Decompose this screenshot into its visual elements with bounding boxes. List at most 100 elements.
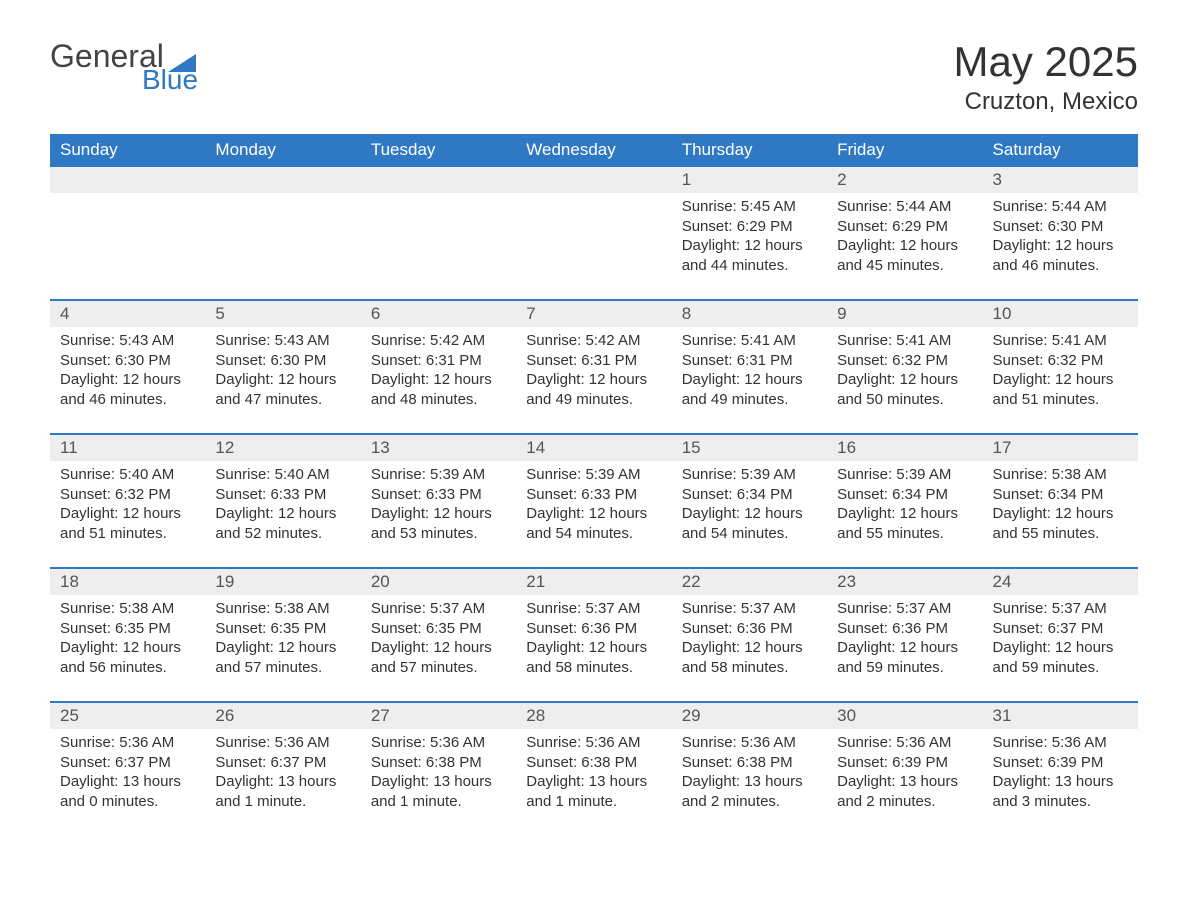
daylight-text: Daylight: 12 hours and 51 minutes.	[993, 370, 1132, 409]
calendar: Sunday Monday Tuesday Wednesday Thursday…	[50, 134, 1138, 819]
sunset-text: Sunset: 6:37 PM	[993, 619, 1132, 639]
week-row: 11Sunrise: 5:40 AMSunset: 6:32 PMDayligh…	[50, 433, 1138, 551]
sunrise-text: Sunrise: 5:40 AM	[215, 465, 354, 485]
calendar-cell: 6Sunrise: 5:42 AMSunset: 6:31 PMDaylight…	[361, 301, 516, 417]
daylight-text: Daylight: 12 hours and 59 minutes.	[993, 638, 1132, 677]
sunset-text: Sunset: 6:35 PM	[60, 619, 199, 639]
day-number: 25	[50, 703, 205, 729]
sunset-text: Sunset: 6:34 PM	[682, 485, 821, 505]
day-info: Sunrise: 5:36 AMSunset: 6:38 PMDaylight:…	[522, 733, 665, 811]
day-info: Sunrise: 5:37 AMSunset: 6:36 PMDaylight:…	[522, 599, 665, 677]
dow-saturday: Saturday	[983, 134, 1138, 167]
day-info: Sunrise: 5:37 AMSunset: 6:36 PMDaylight:…	[678, 599, 821, 677]
calendar-cell	[361, 167, 516, 283]
sunrise-text: Sunrise: 5:44 AM	[993, 197, 1132, 217]
day-number: 28	[516, 703, 671, 729]
day-number: 2	[827, 167, 982, 193]
daylight-text: Daylight: 12 hours and 54 minutes.	[526, 504, 665, 543]
sunrise-text: Sunrise: 5:41 AM	[993, 331, 1132, 351]
daylight-text: Daylight: 13 hours and 2 minutes.	[682, 772, 821, 811]
calendar-cell: 15Sunrise: 5:39 AMSunset: 6:34 PMDayligh…	[672, 435, 827, 551]
calendar-cell: 10Sunrise: 5:41 AMSunset: 6:32 PMDayligh…	[983, 301, 1138, 417]
daylight-text: Daylight: 12 hours and 58 minutes.	[526, 638, 665, 677]
sunset-text: Sunset: 6:37 PM	[215, 753, 354, 773]
calendar-cell: 7Sunrise: 5:42 AMSunset: 6:31 PMDaylight…	[516, 301, 671, 417]
day-info: Sunrise: 5:40 AMSunset: 6:32 PMDaylight:…	[56, 465, 199, 543]
daylight-text: Daylight: 13 hours and 2 minutes.	[837, 772, 976, 811]
sunset-text: Sunset: 6:35 PM	[371, 619, 510, 639]
sunset-text: Sunset: 6:37 PM	[60, 753, 199, 773]
day-info: Sunrise: 5:36 AMSunset: 6:37 PMDaylight:…	[211, 733, 354, 811]
calendar-cell: 25 Sunrise: 5:36 AMSunset: 6:37 PMDayligh…	[50, 703, 205, 819]
day-info: Sunrise: 5:38 AMSunset: 6:35 PMDaylight:…	[56, 599, 199, 677]
sunrise-text: Sunrise: 5:43 AM	[215, 331, 354, 351]
sunset-text: Sunset: 6:30 PM	[993, 217, 1132, 237]
day-info: Sunrise: 5:40 AMSunset: 6:33 PMDaylight:…	[211, 465, 354, 543]
sunrise-text: Sunrise: 5:39 AM	[837, 465, 976, 485]
calendar-cell: 11Sunrise: 5:40 AMSunset: 6:32 PMDayligh…	[50, 435, 205, 551]
day-number: 9	[827, 301, 982, 327]
daylight-text: Daylight: 12 hours and 51 minutes.	[60, 504, 199, 543]
calendar-cell: 9Sunrise: 5:41 AMSunset: 6:32 PMDaylight…	[827, 301, 982, 417]
sunrise-text: Sunrise: 5:36 AM	[215, 733, 354, 753]
daylight-text: Daylight: 12 hours and 50 minutes.	[837, 370, 976, 409]
day-info: Sunrise: 5:36 AMSunset: 6:39 PMDaylight:…	[989, 733, 1132, 811]
daylight-text: Daylight: 12 hours and 45 minutes.	[837, 236, 976, 275]
day-number: 6	[361, 301, 516, 327]
day-info: Sunrise: 5:36 AMSunset: 6:38 PMDaylight:…	[678, 733, 821, 811]
sunset-text: Sunset: 6:38 PM	[682, 753, 821, 773]
dow-monday: Monday	[205, 134, 360, 167]
day-info: Sunrise: 5:41 AMSunset: 6:31 PMDaylight:…	[678, 331, 821, 409]
daylight-text: Daylight: 13 hours and 0 minutes.	[60, 772, 199, 811]
sunset-text: Sunset: 6:39 PM	[993, 753, 1132, 773]
daylight-text: Daylight: 12 hours and 46 minutes.	[993, 236, 1132, 275]
sunset-text: Sunset: 6:29 PM	[837, 217, 976, 237]
day-info: Sunrise: 5:36 AMSunset: 6:37 PMDaylight:…	[56, 733, 199, 811]
day-number: 1	[672, 167, 827, 193]
week-row: 25Sunrise: 5:36 AMSunset: 6:37 PMDayligh…	[50, 701, 1138, 819]
dow-tuesday: Tuesday	[361, 134, 516, 167]
dow-friday: Friday	[827, 134, 982, 167]
calendar-cell	[516, 167, 671, 283]
sunrise-text: Sunrise: 5:37 AM	[993, 599, 1132, 619]
day-number: 14	[516, 435, 671, 461]
day-info: Sunrise: 5:38 AMSunset: 6:34 PMDaylight:…	[989, 465, 1132, 543]
daylight-text: Daylight: 12 hours and 54 minutes.	[682, 504, 821, 543]
day-number: 27	[361, 703, 516, 729]
calendar-cell: 21Sunrise: 5:37 AMSunset: 6:36 PMDayligh…	[516, 569, 671, 685]
dow-wednesday: Wednesday	[516, 134, 671, 167]
sunrise-text: Sunrise: 5:37 AM	[526, 599, 665, 619]
day-number: 13	[361, 435, 516, 461]
day-number: 29	[672, 703, 827, 729]
day-info: Sunrise: 5:37 AMSunset: 6:36 PMDaylight:…	[833, 599, 976, 677]
calendar-cell: 12 Sunrise: 5:40 AMSunset: 6:33 PMDayligh…	[205, 435, 360, 551]
sunset-text: Sunset: 6:39 PM	[837, 753, 976, 773]
day-number: 16	[827, 435, 982, 461]
week-row: 1Sunrise: 5:45 AMSunset: 6:29 PMDaylight…	[50, 167, 1138, 283]
day-info: Sunrise: 5:37 AMSunset: 6:37 PMDaylight:…	[989, 599, 1132, 677]
daylight-text: Daylight: 12 hours and 56 minutes.	[60, 638, 199, 677]
sunset-text: Sunset: 6:35 PM	[215, 619, 354, 639]
sunrise-text: Sunrise: 5:37 AM	[837, 599, 976, 619]
day-number: 22	[672, 569, 827, 595]
week-row: 4Sunrise: 5:43 AMSunset: 6:30 PMDaylight…	[50, 299, 1138, 417]
day-number: 3	[983, 167, 1138, 193]
calendar-cell: 26Sunrise: 5:36 AMSunset: 6:37 PMDayligh…	[205, 703, 360, 819]
day-number: 12	[205, 435, 360, 461]
day-number: 18	[50, 569, 205, 595]
daylight-text: Daylight: 12 hours and 57 minutes.	[371, 638, 510, 677]
day-info: Sunrise: 5:44 AMSunset: 6:29 PMDaylight:…	[833, 197, 976, 275]
calendar-cell: 1Sunrise: 5:45 AMSunset: 6:29 PMDaylight…	[672, 167, 827, 283]
sunrise-text: Sunrise: 5:38 AM	[993, 465, 1132, 485]
calendar-cell: 18 Sunrise: 5:38 AMSunset: 6:35 PMDayligh…	[50, 569, 205, 685]
sunset-text: Sunset: 6:33 PM	[526, 485, 665, 505]
sunset-text: Sunset: 6:30 PM	[215, 351, 354, 371]
sunrise-text: Sunrise: 5:42 AM	[371, 331, 510, 351]
sunrise-text: Sunrise: 5:38 AM	[60, 599, 199, 619]
sunset-text: Sunset: 6:36 PM	[682, 619, 821, 639]
page-header: General Blue May 2025 Cruzton, Mexico	[50, 40, 1138, 116]
daylight-text: Daylight: 12 hours and 53 minutes.	[371, 504, 510, 543]
calendar-cell: 30Sunrise: 5:36 AMSunset: 6:39 PMDayligh…	[827, 703, 982, 819]
calendar-cell	[50, 167, 205, 283]
day-number: 8	[672, 301, 827, 327]
